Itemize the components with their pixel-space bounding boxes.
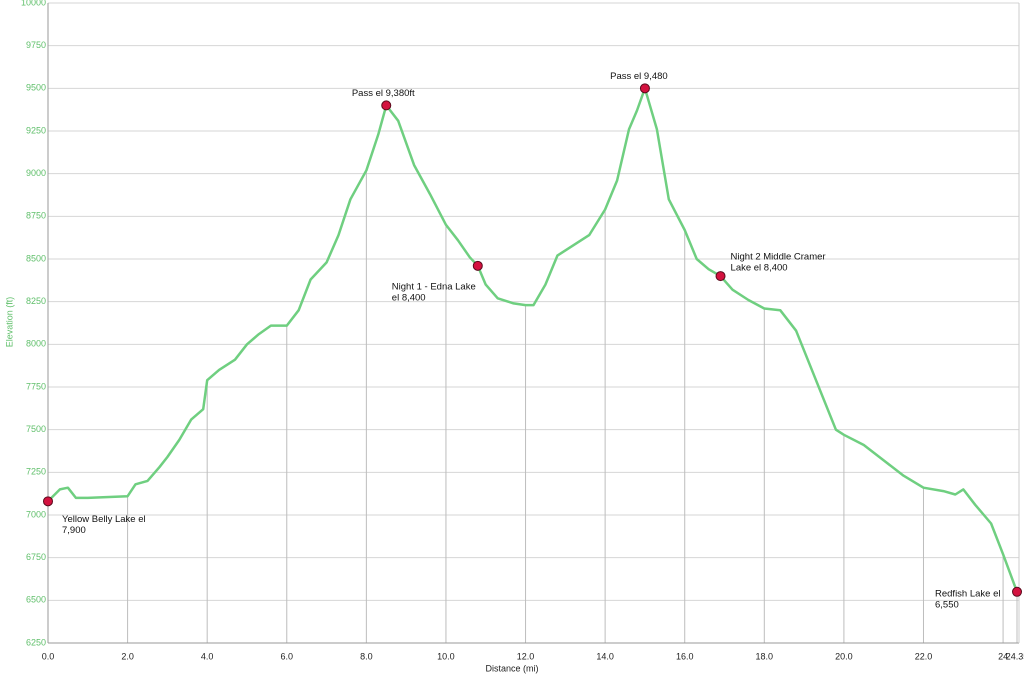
waypoint-marker <box>43 496 53 507</box>
y-tick-label: 7250 <box>26 467 46 477</box>
x-tick-label: 24.35 <box>1006 651 1024 661</box>
waypoint-marker <box>472 260 483 271</box>
x-tick-label: 14.0 <box>596 651 614 661</box>
waypoint-label: Redfish Lake el <box>935 588 1000 599</box>
x-tick-label: 22.0 <box>915 651 933 661</box>
waypoint-label: 7,900 <box>62 525 86 536</box>
y-tick-label: 9750 <box>26 40 46 50</box>
x-tick-label: 6.0 <box>281 651 294 661</box>
x-tick-label: 4.0 <box>201 651 214 661</box>
waypoint-label: el 8,400 <box>392 292 426 303</box>
waypoint-label: Lake el 8,400 <box>731 263 788 274</box>
y-tick-label: 7750 <box>26 381 46 391</box>
y-tick-label: 9000 <box>26 168 46 178</box>
waypoint-marker <box>381 100 392 111</box>
y-tick-label: 7000 <box>26 509 46 519</box>
x-tick-label: 0.0 <box>42 651 55 661</box>
waypoint-label: Yellow Belly Lake el <box>62 514 146 525</box>
y-tick-label: 8750 <box>26 211 46 221</box>
elevation-line <box>47 87 1019 593</box>
y-tick-label: 7500 <box>26 424 46 434</box>
waypoint-label: Night 2 Middle Cramer <box>731 252 826 263</box>
y-tick-label: 8500 <box>26 253 46 263</box>
x-tick-label: 24 <box>998 651 1008 661</box>
x-tick-label: 2.0 <box>121 651 134 661</box>
x-tick-label: 10.0 <box>437 651 455 661</box>
x-tick-label: 18.0 <box>756 651 774 661</box>
waypoint-label: Pass el 9,480 <box>610 71 668 82</box>
y-tick-label: 6500 <box>26 595 46 605</box>
y-axis-label: Elevation (ft) <box>4 297 14 348</box>
waypoint-marker <box>639 83 650 94</box>
x-tick-label: 12.0 <box>517 651 535 661</box>
waypoint-label: Night 1 - Edna Lake <box>392 281 476 292</box>
y-tick-label: 9500 <box>26 83 46 93</box>
y-tick-label: 8250 <box>26 296 46 306</box>
y-tick-label: 6250 <box>26 637 46 647</box>
x-tick-label: 16.0 <box>676 651 694 661</box>
y-tick-label: 9250 <box>26 125 46 135</box>
y-tick-label: 10000 <box>21 0 46 7</box>
x-axis-label: Distance (mi) <box>485 663 538 673</box>
waypoint-marker <box>1012 586 1023 597</box>
y-tick-label: 8000 <box>26 339 46 349</box>
waypoint-label: 6,550 <box>935 599 959 610</box>
waypoint-label: Pass el 9,380ft <box>352 88 415 99</box>
x-tick-label: 20.0 <box>835 651 853 661</box>
y-tick-label: 6750 <box>26 552 46 562</box>
x-tick-label: 8.0 <box>360 651 373 661</box>
waypoint-marker <box>715 271 726 282</box>
